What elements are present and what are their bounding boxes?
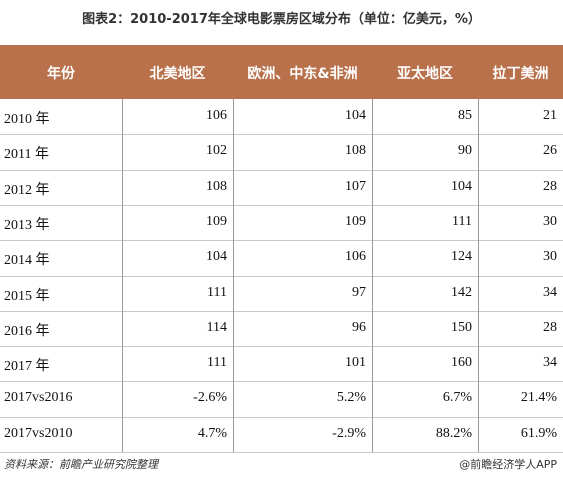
row-label: 2017vs2010 xyxy=(4,425,73,441)
column-border xyxy=(233,99,234,452)
cell: 101 xyxy=(345,355,366,371)
cell: 97 xyxy=(352,284,366,300)
column-border xyxy=(478,99,479,452)
cell: 104 xyxy=(451,178,472,194)
cell: 26 xyxy=(543,143,557,159)
column-header: 年份 xyxy=(47,66,75,82)
cell: 21.4% xyxy=(520,390,557,406)
cell: 142 xyxy=(451,284,472,300)
cell: 30 xyxy=(543,213,557,229)
cell: 109 xyxy=(345,213,366,229)
cell: 109 xyxy=(206,213,227,229)
row-label: 2015 年 xyxy=(4,288,50,304)
cell: -2.6% xyxy=(193,390,227,406)
row-border xyxy=(0,310,563,312)
cell: 104 xyxy=(206,249,227,265)
row-border xyxy=(0,204,563,206)
cell: 108 xyxy=(345,143,366,159)
row-label: 2017 年 xyxy=(4,359,50,375)
column-header: 欧洲、中东&非洲 xyxy=(247,66,358,82)
cell: 150 xyxy=(451,319,472,335)
column-border xyxy=(122,99,123,452)
cell: 114 xyxy=(206,319,227,335)
row-label: 2016 年 xyxy=(4,323,50,339)
row-label: 2014 年 xyxy=(4,253,50,269)
cell: 90 xyxy=(458,143,472,159)
cell: 111 xyxy=(452,213,472,229)
cell: 160 xyxy=(451,355,472,371)
cell: 96 xyxy=(352,319,366,335)
cell: 6.7% xyxy=(442,390,472,406)
row-label: 2017vs2016 xyxy=(4,390,73,406)
row-border xyxy=(0,169,563,171)
row-border xyxy=(0,240,563,242)
cell: 28 xyxy=(543,319,557,335)
cell: 61.9% xyxy=(520,425,557,441)
row-label: 2011 年 xyxy=(4,147,49,163)
row-label: 2013 年 xyxy=(4,217,50,233)
row-label: 2010 年 xyxy=(4,112,50,127)
cell: 34 xyxy=(543,355,557,371)
cell: 106 xyxy=(206,108,227,123)
cell: 28 xyxy=(543,178,557,194)
cell: 4.7% xyxy=(197,425,227,441)
cell: 21 xyxy=(543,108,557,123)
title: 图表2：2010-2017年全球电影票房区域分布（单位：亿美元，%） xyxy=(82,12,481,27)
row-border xyxy=(0,134,563,136)
cell: 111 xyxy=(207,284,227,300)
column-header: 北美地区 xyxy=(149,66,206,82)
header-bar xyxy=(0,45,563,99)
cell: 30 xyxy=(543,249,557,265)
cell: 5.2% xyxy=(336,390,366,406)
row-border xyxy=(0,416,563,418)
row-border xyxy=(0,275,563,277)
cell: 106 xyxy=(345,249,366,265)
cell: 107 xyxy=(345,178,366,194)
cell: 34 xyxy=(543,284,557,300)
cell: 85 xyxy=(458,108,472,123)
source: 资料来源：前瞻产业研究院整理 xyxy=(4,458,158,471)
cell: 124 xyxy=(451,249,472,265)
cell: 108 xyxy=(206,178,227,194)
column-header: 拉丁美洲 xyxy=(492,66,549,82)
cell: 104 xyxy=(345,108,366,123)
row-border xyxy=(0,381,563,383)
row-label: 2012 年 xyxy=(4,182,50,198)
cell: -2.9% xyxy=(332,425,366,441)
cell: 102 xyxy=(206,143,227,159)
cell: 111 xyxy=(207,355,227,371)
row-border xyxy=(0,346,563,348)
column-header: 亚太地区 xyxy=(397,66,453,82)
watermark: @前瞻经济学人APP xyxy=(459,458,557,471)
row-border xyxy=(0,452,563,453)
column-border xyxy=(372,99,373,452)
cell: 88.2% xyxy=(435,425,472,441)
